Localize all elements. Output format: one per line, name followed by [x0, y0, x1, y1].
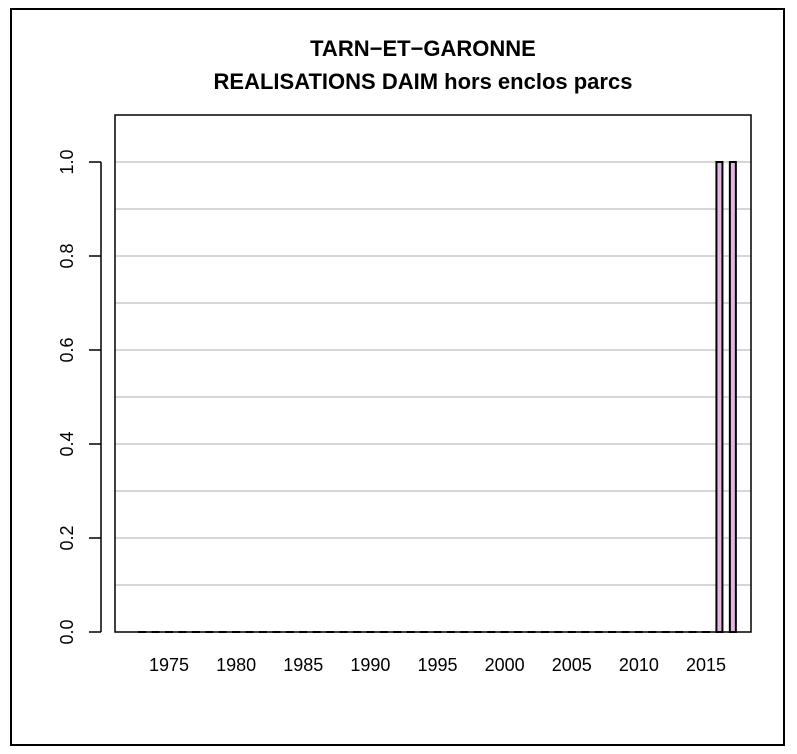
- x-tick-label: 1990: [350, 655, 390, 675]
- x-tick-label: 1980: [216, 655, 256, 675]
- x-tick-label: 2000: [485, 655, 525, 675]
- y-tick-label: 0.8: [57, 243, 77, 268]
- x-axis: 1975 1980 1985 1990 1995 2000 2005 2010 2015: [149, 655, 726, 675]
- chart-subtitle: REALISATIONS DAIM hors enclos parcs: [214, 69, 633, 94]
- y-tick-label: 1.0: [57, 149, 77, 174]
- chart-title: TARN−ET−GARONNE: [310, 36, 536, 61]
- y-tick-label: 0.2: [57, 525, 77, 550]
- y-tick-label: 0.0: [57, 619, 77, 644]
- figure-frame: [10, 8, 785, 746]
- gridlines: [115, 161, 751, 586]
- x-tick-label: 2005: [552, 655, 592, 675]
- x-tick-label: 2015: [686, 655, 726, 675]
- y-tick-label: 0.4: [57, 431, 77, 456]
- y-axis: 0.0 0.2 0.4 0.6 0.8 1.0: [57, 149, 102, 645]
- plot-area-border: [114, 114, 752, 633]
- y-tick-label: 0.6: [57, 337, 77, 362]
- x-tick-label: 1975: [149, 655, 189, 675]
- bar: [728, 161, 737, 633]
- x-tick-label: 1985: [283, 655, 323, 675]
- bar: [715, 161, 724, 633]
- x-tick-label: 2010: [619, 655, 659, 675]
- x-tick-label: 1995: [417, 655, 457, 675]
